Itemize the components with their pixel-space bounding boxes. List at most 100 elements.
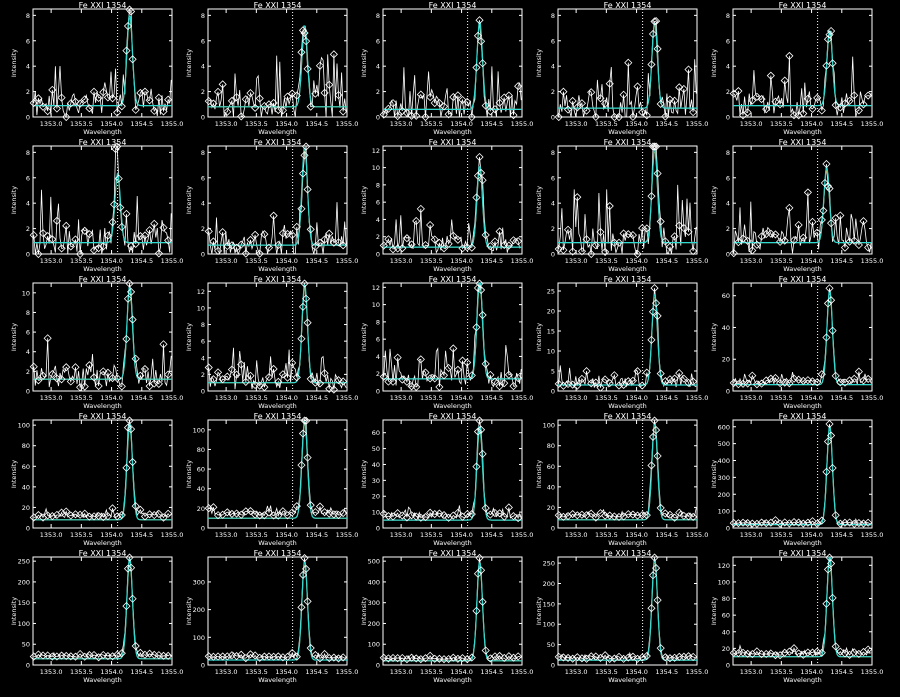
data-point	[127, 7, 136, 16]
x-axis-label: Wavelength	[608, 265, 647, 273]
y-tick-label: 200	[193, 606, 205, 614]
plot-frame	[557, 282, 698, 392]
y-tick-label: 100	[718, 508, 730, 516]
y-tick-label: 0	[376, 662, 380, 670]
data-point	[823, 299, 833, 308]
data-point	[48, 235, 57, 244]
plot-frame	[382, 556, 523, 666]
data-point	[665, 375, 675, 384]
data-point	[388, 99, 398, 108]
data-point	[573, 193, 582, 202]
y-tick-label: 0	[551, 251, 555, 259]
data-point	[653, 169, 662, 178]
data-point	[145, 96, 154, 105]
data-point	[478, 597, 487, 606]
data-point	[831, 511, 840, 520]
data-point	[845, 518, 854, 527]
data-point	[490, 237, 500, 246]
y-tick-label: 120	[718, 562, 730, 570]
data-point	[303, 597, 312, 606]
data-point	[416, 513, 425, 522]
data-point	[311, 650, 320, 659]
data-point	[652, 426, 661, 435]
data-point	[154, 249, 163, 258]
data-point	[213, 368, 223, 377]
x-tick-label: 1353.5	[245, 394, 268, 402]
y-tick-label: 12	[372, 284, 380, 292]
data-point	[850, 374, 859, 383]
data-point	[329, 50, 338, 59]
x-tick-label: 1353.0	[565, 394, 588, 402]
fit-curve-alt	[383, 168, 522, 248]
x-axis-label: Wavelength	[83, 265, 122, 273]
panel-title: Fe XXI 1354	[254, 275, 302, 284]
data-point	[803, 94, 812, 103]
data-point	[379, 241, 388, 250]
data-point	[614, 112, 624, 122]
data-point	[481, 230, 490, 240]
data-point	[473, 31, 483, 40]
data-point	[771, 373, 780, 383]
y-tick-label: 12	[197, 288, 205, 296]
data-point	[563, 105, 573, 114]
x-tick-label: 1355.0	[161, 531, 184, 539]
data-point	[127, 563, 136, 572]
data-point	[150, 219, 159, 228]
x-axis-label: Wavelength	[433, 539, 472, 547]
data-point	[388, 377, 398, 386]
data-point	[393, 509, 402, 518]
x-tick-label: 1354.0	[625, 531, 648, 539]
y-tick-label: 10	[372, 509, 380, 517]
data-point	[638, 381, 647, 390]
fit-curve-alt	[733, 293, 872, 386]
x-tick-label: 1355.0	[861, 531, 884, 539]
fit-curve-alt	[208, 564, 347, 661]
data-point	[794, 220, 803, 230]
x-tick-label: 1353.5	[70, 394, 93, 402]
data-point	[131, 354, 140, 363]
data-point	[393, 353, 402, 362]
data-point	[444, 110, 453, 119]
y-tick-label: 50	[22, 641, 30, 649]
data-point	[108, 504, 117, 513]
data-point	[661, 112, 670, 121]
data-series	[383, 282, 522, 388]
data-point	[136, 371, 145, 380]
panel-title: Fe XXI 1354	[79, 412, 127, 421]
plot-frame	[382, 282, 523, 392]
data-point	[757, 379, 766, 388]
y-tick-label: 2	[26, 368, 30, 376]
data-point	[653, 44, 662, 53]
y-tick-label: 0	[551, 662, 555, 670]
plot-frame	[32, 419, 173, 529]
data-point	[128, 457, 137, 467]
x-tick-label: 1354.0	[625, 120, 648, 128]
data-point	[689, 512, 698, 521]
panel-23: Fe XXI 1354 0 100 200 300 400 500 1353.0 1353.5 1…	[360, 549, 533, 684]
y-tick-label: 200	[543, 580, 555, 588]
data-point	[131, 105, 140, 114]
panel-title: Fe XXI 1354	[779, 275, 827, 284]
data-point	[823, 437, 833, 446]
x-axis-label: Wavelength	[608, 128, 647, 136]
y-tick-label: 6	[376, 199, 380, 207]
x-tick-label: 1353.0	[565, 120, 588, 128]
data-point	[407, 653, 416, 662]
data-point	[426, 93, 435, 102]
fit-curve-alt	[383, 565, 522, 662]
data-point	[264, 243, 274, 252]
y-axis-label: Intensity	[535, 49, 543, 77]
data-point	[771, 516, 780, 525]
data-point	[269, 211, 278, 220]
x-tick-label: 1354.5	[305, 668, 328, 676]
data-point	[656, 369, 665, 378]
plot-frame	[382, 8, 523, 118]
y-tick-label: 5	[551, 368, 555, 376]
data-point	[656, 217, 665, 226]
data-point	[619, 229, 628, 238]
x-tick-label: 1354.0	[450, 394, 473, 402]
data-point	[241, 249, 250, 258]
data-point	[48, 369, 57, 379]
y-tick-label: 12	[372, 147, 380, 155]
fit-curve	[383, 165, 522, 248]
